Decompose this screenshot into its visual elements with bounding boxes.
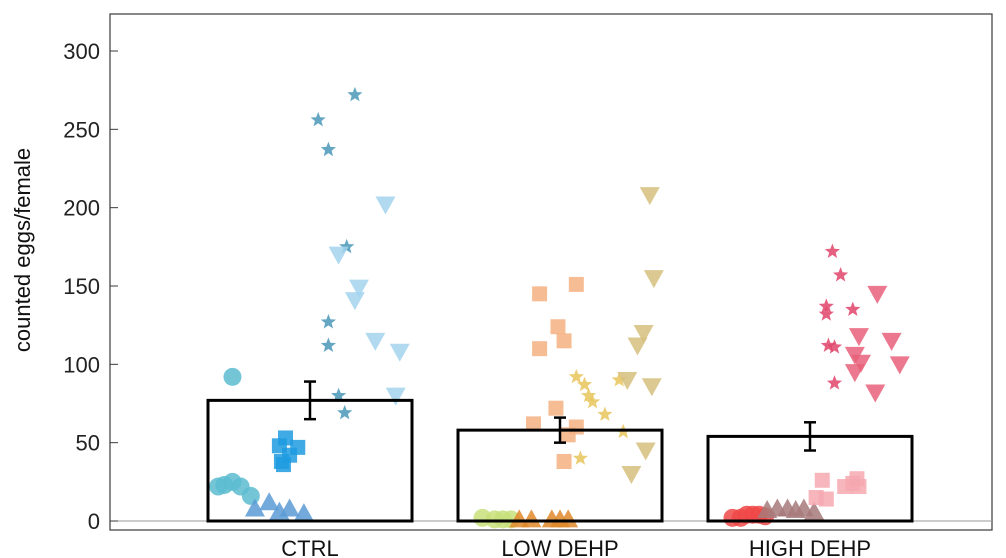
data-point-triangle-down (385, 387, 406, 406)
data-point-triangle-down (851, 354, 871, 373)
data-point-square (814, 472, 830, 488)
data-point-square (556, 453, 572, 469)
mean-bars (206, 380, 914, 523)
x-axis: CTRL LOW DEHP HIGH DEHP (281, 536, 871, 558)
data-point-star (331, 387, 347, 403)
data-point-square (548, 400, 564, 416)
data-point-star (826, 375, 843, 390)
data-point-square (273, 453, 289, 469)
category-label: CTRL (281, 536, 338, 558)
data-point-square (818, 491, 834, 507)
data-point-circle (241, 486, 260, 505)
data-point-star (576, 376, 593, 392)
data-point-triangle-down (641, 378, 662, 397)
data-point-triangle-down (389, 343, 410, 362)
data-point-star (320, 337, 336, 352)
scatter-points (209, 86, 910, 529)
data-point-triangle-down (328, 246, 349, 265)
y-tick-label: 150 (63, 274, 100, 299)
data-point-square (851, 479, 867, 495)
data-point-triangle-down (865, 384, 886, 403)
y-tick-label: 250 (63, 117, 100, 142)
data-point-star (572, 450, 588, 465)
plot-area (109, 13, 993, 531)
data-point-triangle-down (375, 196, 396, 215)
y-axis: 0 50 100 150 200 250 300 (63, 39, 118, 534)
data-point-circle (209, 477, 228, 496)
data-point-triangle-down (344, 292, 365, 311)
data-point-star (818, 306, 834, 321)
data-point-triangle-down (365, 332, 386, 351)
data-point-triangle-down (867, 285, 888, 304)
data-point-square (568, 276, 584, 292)
data-point-square (550, 319, 566, 335)
data-point-circle (223, 367, 242, 386)
data-point-square (532, 286, 548, 302)
data-point-star (833, 267, 849, 282)
y-tick-label: 200 (63, 196, 100, 221)
data-point-star (320, 141, 336, 157)
data-point-star (585, 393, 601, 409)
data-point-triangle-down (639, 187, 660, 206)
data-point-triangle-up (804, 501, 825, 520)
data-point-star (320, 314, 336, 329)
category-label: LOW DEHP (501, 536, 618, 558)
y-tick-label: 300 (63, 39, 100, 64)
data-point-star (845, 301, 861, 316)
data-point-triangle-down (617, 372, 638, 390)
category-label: HIGH DEHP (749, 536, 871, 558)
data-point-triangle-up (521, 509, 542, 528)
data-point-star (310, 111, 326, 127)
data-point-square (556, 333, 572, 349)
data-point-star (347, 86, 363, 102)
y-tick-label: 100 (63, 352, 100, 377)
data-point-triangle-up (558, 509, 579, 528)
data-point-star (597, 406, 613, 421)
data-point-triangle-down (635, 442, 656, 461)
data-point-triangle-down (848, 328, 869, 347)
data-point-triangle-down (881, 332, 902, 351)
data-point-star (826, 339, 843, 354)
data-point-triangle-down (621, 466, 642, 484)
data-point-square (532, 341, 548, 357)
data-point-triangle-up (259, 492, 280, 511)
data-point-star (611, 372, 627, 387)
data-point-star (818, 298, 834, 313)
data-point-triangle-down (643, 270, 664, 289)
data-point-triangle-up (293, 503, 314, 522)
data-point-star (337, 404, 353, 420)
data-point-triangle-down (844, 364, 865, 383)
data-point-square (290, 439, 306, 455)
y-tick-label: 50 (76, 431, 100, 456)
data-point-star (568, 368, 584, 384)
data-point-triangle-up (279, 498, 300, 517)
data-point-square (525, 416, 541, 432)
data-point-triangle-down (633, 325, 654, 343)
data-point-triangle-down (627, 337, 648, 356)
y-tick-label: 0 (88, 509, 100, 534)
data-point-triangle-up (244, 498, 265, 517)
y-axis-title: counted eggs/female (10, 148, 35, 352)
data-point-star (581, 387, 597, 403)
data-point-star (824, 243, 840, 258)
data-point-square (278, 430, 294, 446)
data-point-triangle-down (348, 279, 369, 298)
data-point-triangle-down (889, 356, 910, 375)
data-point-star (339, 238, 355, 254)
